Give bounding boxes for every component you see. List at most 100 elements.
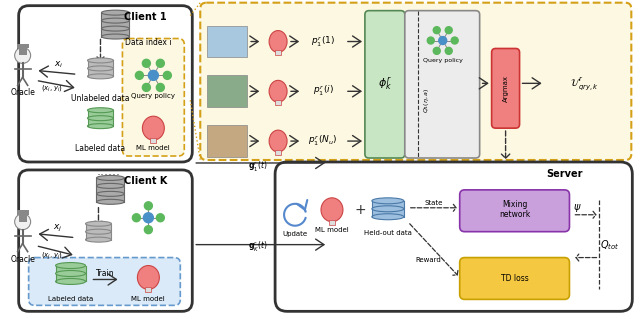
Text: Oracle: Oracle (10, 88, 35, 97)
Bar (207, 125, 247, 157)
Bar (17, 210, 29, 215)
FancyBboxPatch shape (122, 39, 184, 156)
Bar (86, 232, 111, 240)
Bar (145, 287, 152, 293)
Circle shape (163, 71, 172, 79)
Circle shape (439, 37, 447, 45)
Text: $(x_j,y_j)$: $(x_j,y_j)$ (40, 251, 63, 262)
Bar (372, 201, 404, 209)
FancyBboxPatch shape (29, 257, 180, 305)
Text: Client 1: Client 1 (124, 11, 166, 22)
Text: Query policy: Query policy (131, 93, 175, 99)
Bar (207, 75, 247, 107)
Bar (56, 265, 86, 273)
Text: ML model: ML model (315, 227, 349, 233)
Bar (97, 186, 124, 194)
Text: ......: ...... (97, 166, 120, 178)
Ellipse shape (102, 10, 129, 15)
Text: $Q_1(\eta,a)$: $Q_1(\eta,a)$ (422, 88, 431, 113)
Circle shape (145, 226, 152, 234)
Ellipse shape (88, 116, 113, 121)
Ellipse shape (372, 206, 404, 212)
Text: Server: Server (546, 169, 582, 179)
Circle shape (136, 71, 143, 79)
Circle shape (145, 202, 152, 210)
Circle shape (142, 84, 150, 92)
Text: Data index i: Data index i (125, 38, 172, 47)
Ellipse shape (97, 199, 124, 204)
FancyBboxPatch shape (365, 11, 405, 158)
Ellipse shape (97, 175, 124, 181)
Ellipse shape (321, 198, 343, 222)
Ellipse shape (97, 183, 124, 189)
Text: Reward: Reward (415, 256, 441, 263)
Text: $(x_i,y_i)$: $(x_i,y_i)$ (40, 83, 63, 93)
Text: $\psi$: $\psi$ (573, 202, 582, 214)
Circle shape (428, 37, 435, 44)
Circle shape (445, 27, 452, 34)
Ellipse shape (269, 80, 287, 102)
Ellipse shape (97, 191, 124, 196)
Text: Train: Train (96, 269, 115, 278)
Ellipse shape (138, 265, 159, 289)
Circle shape (15, 214, 31, 230)
Circle shape (143, 213, 154, 223)
Text: $p_1^r(N_u)$: $p_1^r(N_u)$ (308, 134, 338, 148)
FancyBboxPatch shape (460, 190, 570, 232)
Bar (372, 209, 404, 217)
Text: $p_1^r(i)$: $p_1^r(i)$ (312, 84, 333, 99)
Text: Client K: Client K (124, 176, 167, 186)
Text: ML model: ML model (136, 145, 170, 151)
Text: TD loss: TD loss (500, 274, 529, 283)
Text: Oracle: Oracle (10, 255, 35, 264)
Bar (150, 138, 156, 143)
Circle shape (132, 214, 140, 222)
FancyBboxPatch shape (460, 257, 570, 300)
Bar (275, 50, 281, 56)
Bar (88, 118, 113, 126)
Circle shape (156, 214, 164, 222)
Bar (97, 178, 124, 186)
Bar (19, 214, 27, 222)
Circle shape (451, 37, 458, 44)
Ellipse shape (88, 66, 113, 71)
Text: Labeled data: Labeled data (48, 296, 93, 302)
Bar (17, 43, 29, 48)
Text: State: State (424, 200, 443, 206)
Circle shape (142, 59, 150, 67)
Text: $\mathbf{g}_K^r(t)$: $\mathbf{g}_K^r(t)$ (248, 240, 268, 254)
Ellipse shape (88, 58, 113, 63)
Text: $\phi_k^r$: $\phi_k^r$ (378, 75, 392, 92)
Text: $\mathcal{U}^r_{qry,k}$: $\mathcal{U}^r_{qry,k}$ (570, 75, 599, 92)
Ellipse shape (88, 74, 113, 79)
Bar (102, 29, 129, 37)
FancyBboxPatch shape (19, 6, 192, 162)
FancyBboxPatch shape (405, 11, 479, 158)
Text: ML model: ML model (131, 296, 165, 302)
Circle shape (445, 48, 452, 54)
Text: Update: Update (282, 231, 308, 237)
Circle shape (433, 48, 440, 54)
Text: $p_1^r(1)$: $p_1^r(1)$ (311, 34, 335, 48)
Ellipse shape (269, 31, 287, 52)
Circle shape (156, 84, 164, 92)
FancyBboxPatch shape (275, 162, 632, 311)
Circle shape (156, 59, 164, 67)
Ellipse shape (88, 124, 113, 129)
Ellipse shape (56, 271, 86, 277)
Text: Mixing
network: Mixing network (499, 200, 530, 219)
Bar (88, 68, 113, 76)
Bar (88, 60, 113, 68)
Ellipse shape (102, 18, 129, 23)
Ellipse shape (102, 26, 129, 31)
Text: Held-out data: Held-out data (364, 230, 412, 236)
Bar (88, 110, 113, 118)
Text: Labeled data: Labeled data (76, 144, 125, 152)
Bar (19, 48, 27, 56)
Text: +: + (354, 203, 365, 217)
FancyBboxPatch shape (19, 170, 192, 311)
Ellipse shape (372, 214, 404, 220)
Text: $x_j$: $x_j$ (53, 223, 62, 234)
Ellipse shape (86, 221, 111, 226)
Ellipse shape (56, 278, 86, 285)
